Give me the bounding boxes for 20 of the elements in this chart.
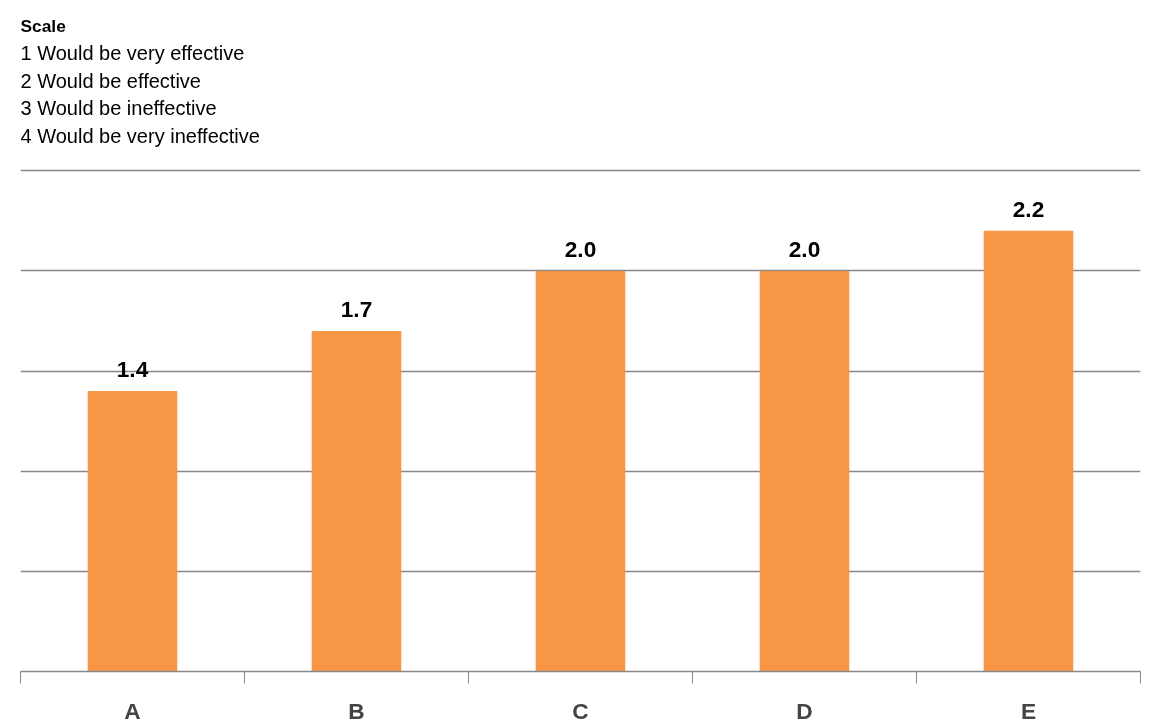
data-label: 2.2: [1012, 195, 1045, 222]
data-label: 2.0: [564, 235, 597, 262]
data-label: 1.7: [340, 295, 373, 322]
x-tick-label: C: [572, 697, 589, 724]
text: 4 Would be very ineffective: [20, 124, 260, 147]
data-label: 2.0: [788, 235, 821, 262]
x-tick-label: D: [796, 697, 813, 724]
x-tick-label: B: [348, 697, 365, 724]
x-tick-label: E: [1020, 697, 1037, 724]
data-label: 1.4: [116, 356, 149, 383]
bar: [311, 330, 402, 672]
text: 3 Would be ineffective: [20, 97, 217, 120]
x-tick-label: A: [124, 697, 141, 724]
bar: [87, 391, 178, 672]
text: 1 Would be very effective: [20, 42, 245, 65]
text: Scale: [20, 15, 67, 36]
bar: [983, 230, 1074, 672]
bar: [535, 270, 626, 672]
bar: [759, 270, 850, 672]
text: 2 Would be effective: [20, 69, 201, 92]
